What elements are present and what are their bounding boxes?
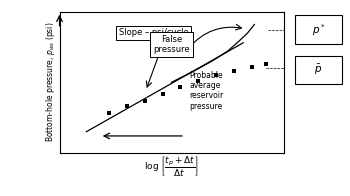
Y-axis label: Bottom-hole pressure, $p_{ws}$ (psi): Bottom-hole pressure, $p_{ws}$ (psi) — [44, 22, 57, 142]
Text: $p^*$: $p^*$ — [312, 22, 326, 38]
X-axis label: log $\left[\dfrac{t_p+\Delta t}{\Delta t}\right]$: log $\left[\dfrac{t_p+\Delta t}{\Delta t… — [144, 154, 199, 178]
Text: False
pressure: False pressure — [153, 34, 190, 54]
Text: Slope – psi/cycle: Slope – psi/cycle — [119, 28, 188, 37]
FancyBboxPatch shape — [295, 56, 342, 84]
Text: $\bar{p}$: $\bar{p}$ — [314, 63, 323, 77]
Text: Probable
average
reservoir
pressure: Probable average reservoir pressure — [189, 71, 224, 111]
FancyBboxPatch shape — [295, 15, 342, 44]
